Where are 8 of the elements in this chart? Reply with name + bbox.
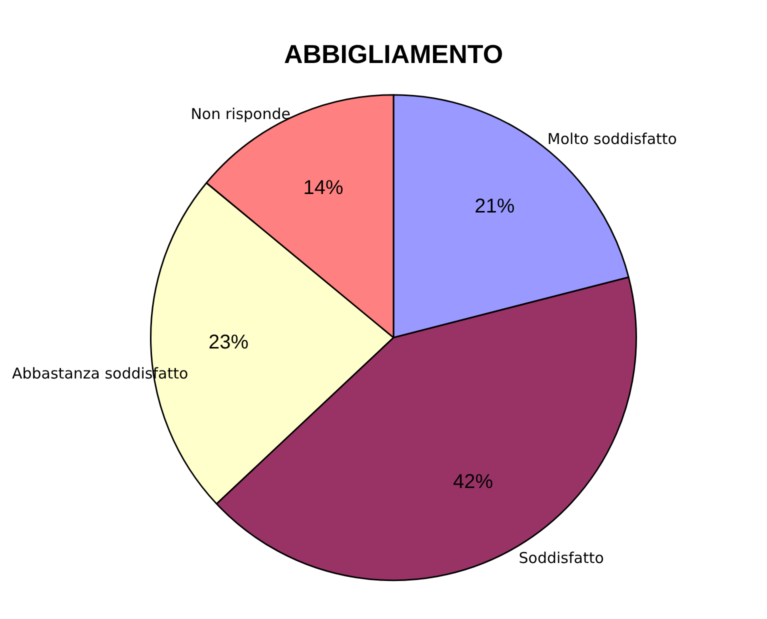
data-label: 23%	[208, 331, 249, 354]
data-label: 21%	[474, 196, 515, 218]
slice-label: Soddisfatto	[518, 548, 604, 567]
data-label: 14%	[303, 176, 344, 199]
chart-title: ABBIGLIAMENTO	[284, 38, 504, 69]
slice-label: Molto soddisfatto	[547, 130, 677, 148]
data-label: 42%	[453, 470, 494, 493]
slice-label: Non risponde	[190, 104, 290, 123]
